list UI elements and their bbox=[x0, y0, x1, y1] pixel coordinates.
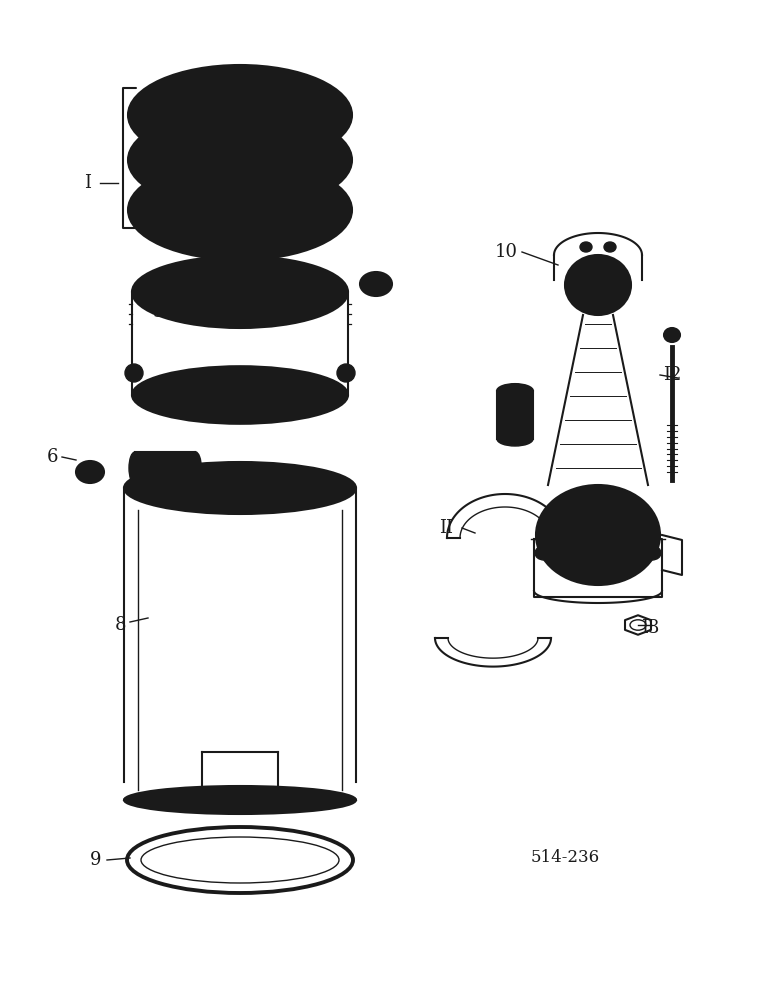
Text: I2: I2 bbox=[663, 366, 681, 384]
Ellipse shape bbox=[575, 265, 621, 305]
Ellipse shape bbox=[76, 461, 104, 483]
Text: 6: 6 bbox=[46, 448, 58, 466]
Ellipse shape bbox=[83, 467, 97, 477]
Polygon shape bbox=[447, 494, 563, 538]
Ellipse shape bbox=[565, 255, 631, 315]
Ellipse shape bbox=[128, 160, 352, 260]
Ellipse shape bbox=[128, 65, 352, 165]
Ellipse shape bbox=[132, 469, 348, 507]
Ellipse shape bbox=[550, 499, 646, 571]
Ellipse shape bbox=[132, 256, 348, 328]
Text: 7: 7 bbox=[142, 458, 154, 476]
Ellipse shape bbox=[152, 172, 328, 248]
Text: 8: 8 bbox=[114, 616, 126, 634]
Ellipse shape bbox=[152, 122, 328, 198]
Ellipse shape bbox=[643, 546, 661, 560]
Text: 5: 5 bbox=[152, 303, 164, 321]
Ellipse shape bbox=[580, 242, 592, 252]
Ellipse shape bbox=[535, 546, 553, 560]
Bar bbox=[497, 391, 533, 439]
Ellipse shape bbox=[189, 452, 201, 484]
Text: 3: 3 bbox=[157, 148, 169, 166]
Text: II: II bbox=[439, 519, 453, 537]
Polygon shape bbox=[435, 638, 551, 667]
Ellipse shape bbox=[128, 110, 352, 210]
Ellipse shape bbox=[504, 387, 526, 395]
Ellipse shape bbox=[124, 462, 356, 514]
Text: 2: 2 bbox=[157, 101, 169, 119]
Ellipse shape bbox=[368, 278, 384, 290]
Ellipse shape bbox=[604, 242, 616, 252]
Ellipse shape bbox=[536, 485, 660, 585]
Bar bbox=[135, 452, 195, 484]
Ellipse shape bbox=[360, 272, 392, 296]
Ellipse shape bbox=[132, 366, 348, 424]
Ellipse shape bbox=[497, 432, 533, 446]
Text: I: I bbox=[84, 174, 92, 192]
Ellipse shape bbox=[129, 452, 141, 484]
Ellipse shape bbox=[138, 476, 342, 500]
Text: 514-236: 514-236 bbox=[530, 850, 600, 866]
Polygon shape bbox=[554, 233, 642, 255]
Text: 4: 4 bbox=[157, 195, 169, 213]
Ellipse shape bbox=[124, 786, 356, 814]
Ellipse shape bbox=[497, 384, 533, 398]
Ellipse shape bbox=[138, 790, 342, 810]
Ellipse shape bbox=[192, 458, 198, 478]
Text: 9: 9 bbox=[90, 851, 102, 869]
Polygon shape bbox=[534, 539, 662, 597]
Text: 10: 10 bbox=[495, 243, 517, 261]
Circle shape bbox=[125, 364, 143, 382]
Text: I4: I4 bbox=[496, 409, 514, 427]
Ellipse shape bbox=[152, 77, 328, 153]
Ellipse shape bbox=[664, 328, 680, 342]
Text: I3: I3 bbox=[641, 619, 659, 637]
Circle shape bbox=[337, 364, 355, 382]
Ellipse shape bbox=[150, 270, 330, 314]
Polygon shape bbox=[625, 615, 651, 635]
